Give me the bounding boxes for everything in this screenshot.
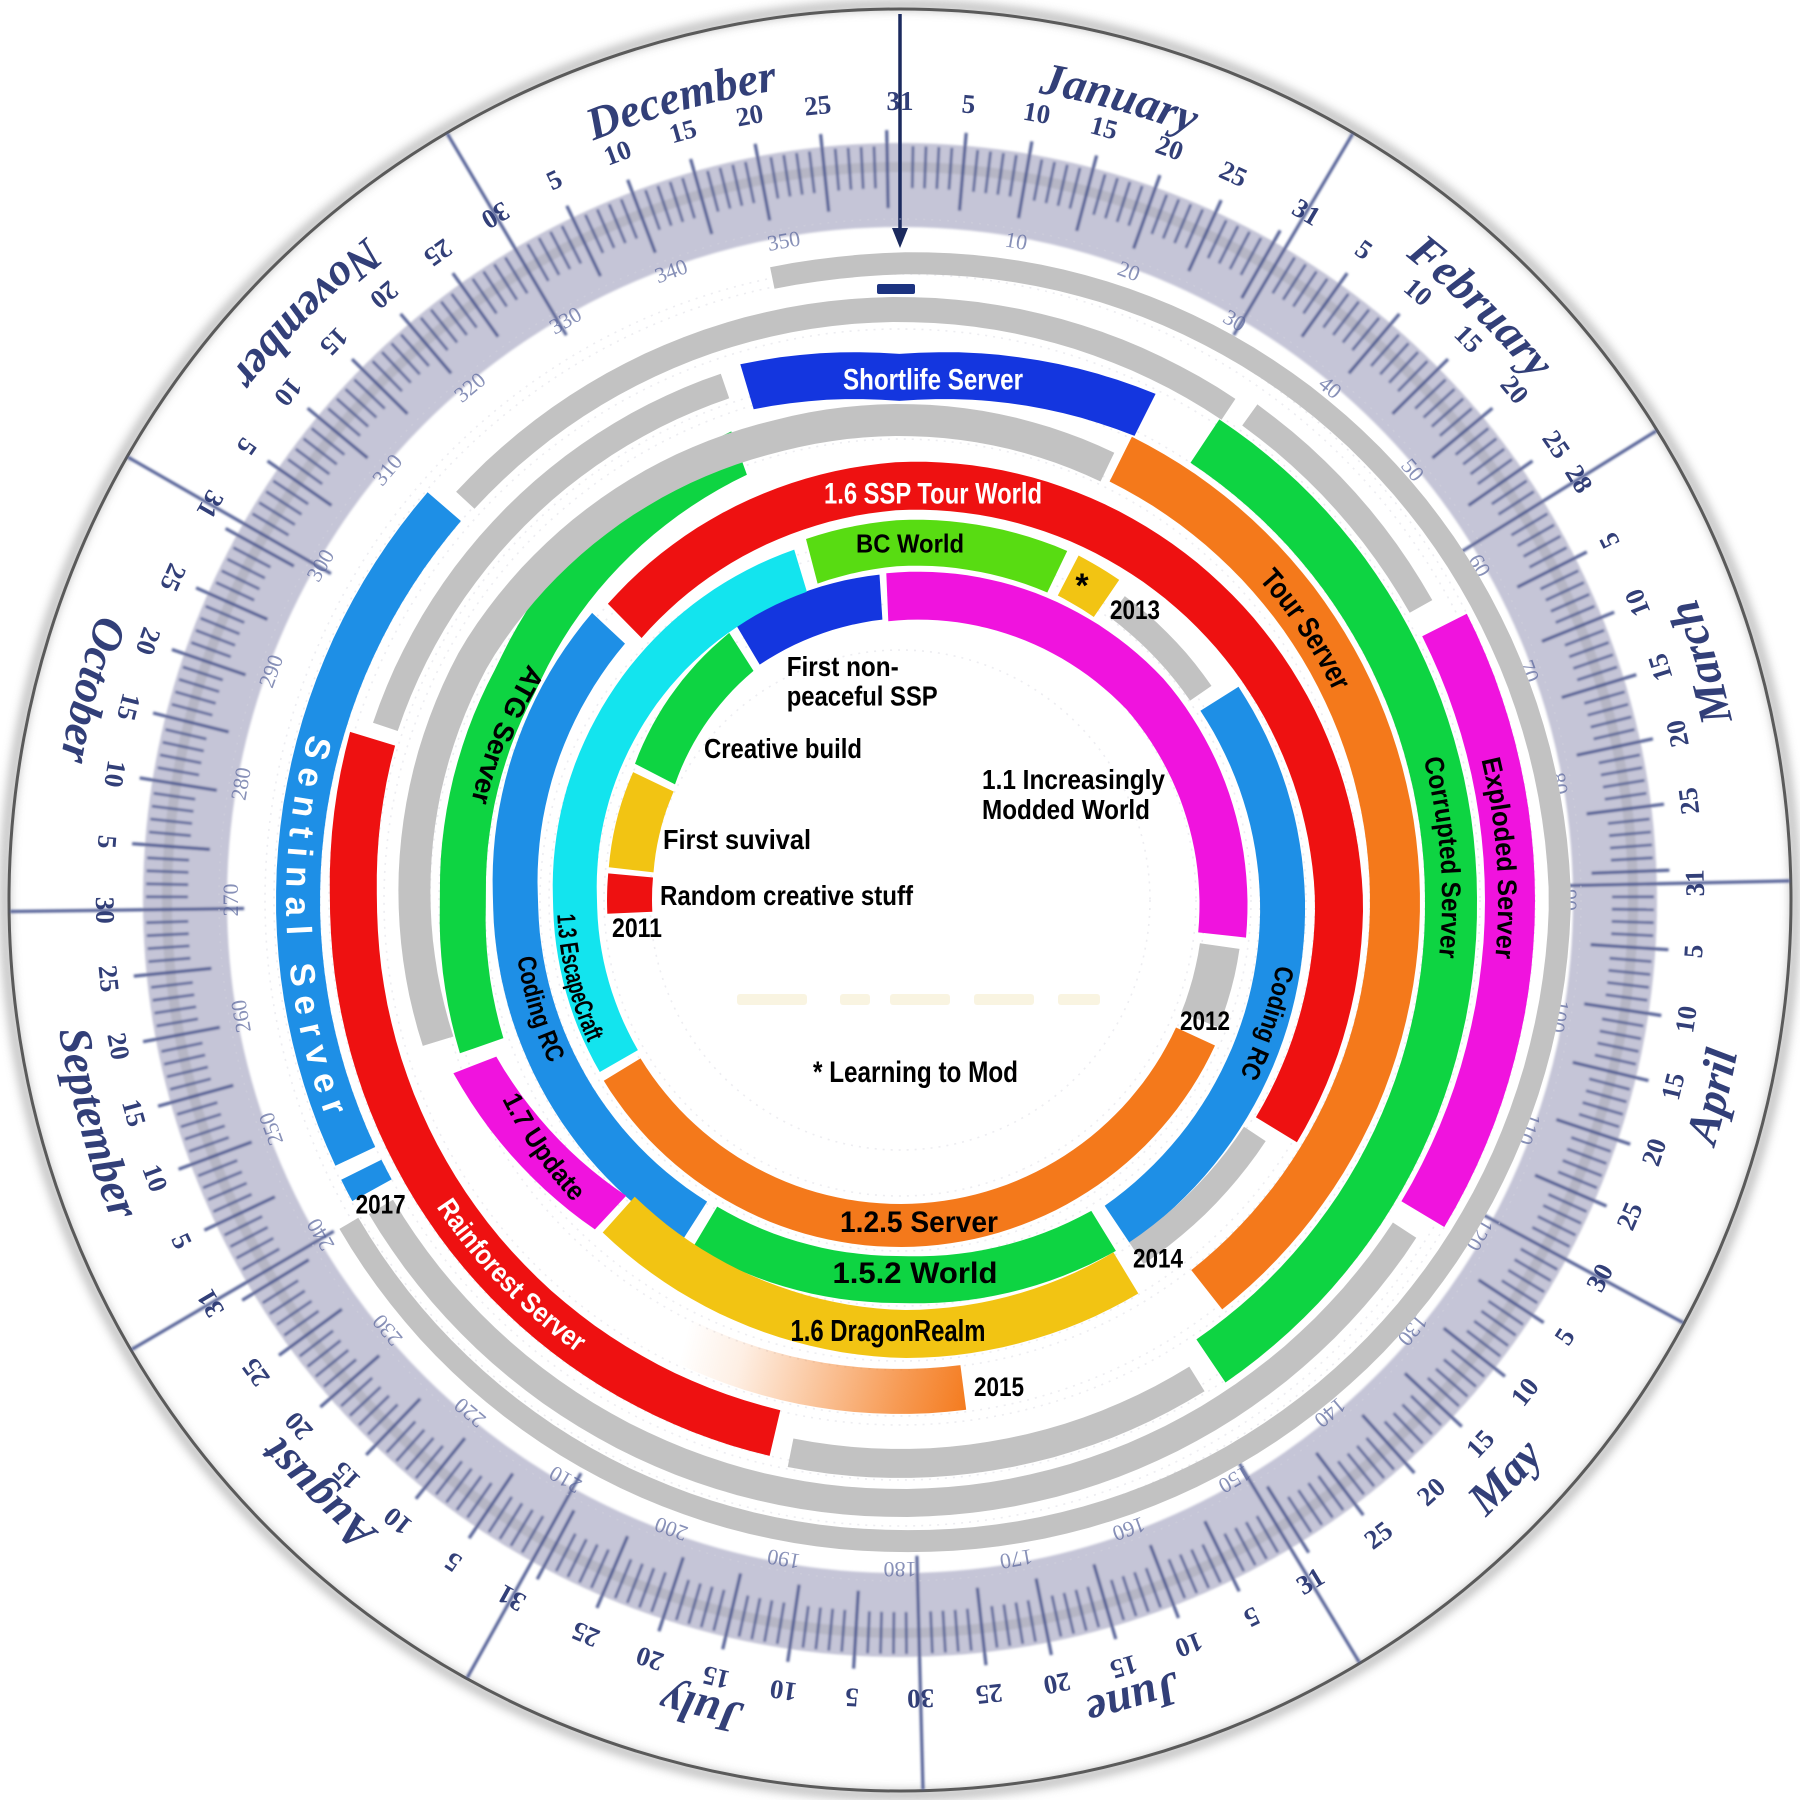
svg-text:25: 25 bbox=[1672, 786, 1705, 817]
svg-text:10: 10 bbox=[768, 1674, 799, 1708]
svg-text:* Learning to Mod: * Learning to Mod bbox=[813, 1056, 1018, 1089]
svg-text:Creative build: Creative build bbox=[704, 733, 862, 764]
svg-text:10: 10 bbox=[1669, 1004, 1703, 1035]
svg-text:1.2.5 Server: 1.2.5 Server bbox=[840, 1206, 998, 1239]
svg-text:BC World: BC World bbox=[856, 529, 964, 559]
svg-text:peaceful SSP: peaceful SSP bbox=[787, 681, 938, 712]
svg-text:30: 30 bbox=[90, 897, 120, 924]
svg-text:2012: 2012 bbox=[1180, 1006, 1230, 1036]
svg-text:10: 10 bbox=[98, 758, 132, 789]
svg-text:First non-: First non- bbox=[787, 651, 899, 682]
svg-text:190: 190 bbox=[765, 1544, 802, 1574]
svg-text:2013: 2013 bbox=[1110, 595, 1160, 625]
svg-text:Modded World: Modded World bbox=[982, 794, 1150, 825]
svg-text:25: 25 bbox=[93, 964, 126, 994]
svg-text:20: 20 bbox=[101, 1030, 135, 1062]
svg-text:1.5.2 World: 1.5.2 World bbox=[833, 1257, 998, 1290]
svg-text:180: 180 bbox=[884, 1557, 917, 1582]
svg-text:5: 5 bbox=[961, 88, 977, 119]
svg-text:2017: 2017 bbox=[356, 1190, 406, 1220]
svg-text:31: 31 bbox=[1680, 869, 1711, 897]
svg-text:170: 170 bbox=[998, 1544, 1035, 1574]
svg-text:260: 260 bbox=[226, 998, 256, 1035]
svg-text:20: 20 bbox=[734, 98, 766, 133]
svg-text:1.1 Increasingly: 1.1 Increasingly bbox=[982, 764, 1165, 795]
svg-text:First suvival: First suvival bbox=[663, 824, 811, 855]
svg-text:5: 5 bbox=[92, 834, 123, 850]
svg-text:10: 10 bbox=[1003, 226, 1029, 254]
svg-text:Random creative stuff: Random creative stuff bbox=[660, 880, 914, 911]
svg-text:2011: 2011 bbox=[612, 913, 662, 943]
svg-text:2015: 2015 bbox=[974, 1372, 1024, 1402]
svg-text:5: 5 bbox=[1678, 944, 1709, 959]
svg-text:Shortlife Server: Shortlife Server bbox=[843, 364, 1023, 397]
svg-text:20: 20 bbox=[1660, 717, 1695, 750]
svg-text:30: 30 bbox=[907, 1683, 935, 1714]
svg-text:15: 15 bbox=[699, 1660, 732, 1695]
svg-text:2014: 2014 bbox=[1133, 1244, 1183, 1274]
svg-text:270: 270 bbox=[218, 884, 243, 917]
svg-text:280: 280 bbox=[226, 765, 256, 802]
svg-text:350: 350 bbox=[765, 226, 802, 256]
svg-text:10: 10 bbox=[1021, 96, 1053, 130]
svg-text:25: 25 bbox=[974, 1678, 1004, 1711]
svg-text:1.6 SSP Tour World: 1.6 SSP Tour World bbox=[824, 478, 1042, 511]
svg-text:25: 25 bbox=[803, 89, 833, 122]
svg-text:*: * bbox=[1075, 567, 1089, 605]
svg-text:5: 5 bbox=[844, 1682, 859, 1713]
svg-text:20: 20 bbox=[1041, 1666, 1073, 1701]
svg-text:1.6 DragonRealm: 1.6 DragonRealm bbox=[791, 1313, 986, 1348]
